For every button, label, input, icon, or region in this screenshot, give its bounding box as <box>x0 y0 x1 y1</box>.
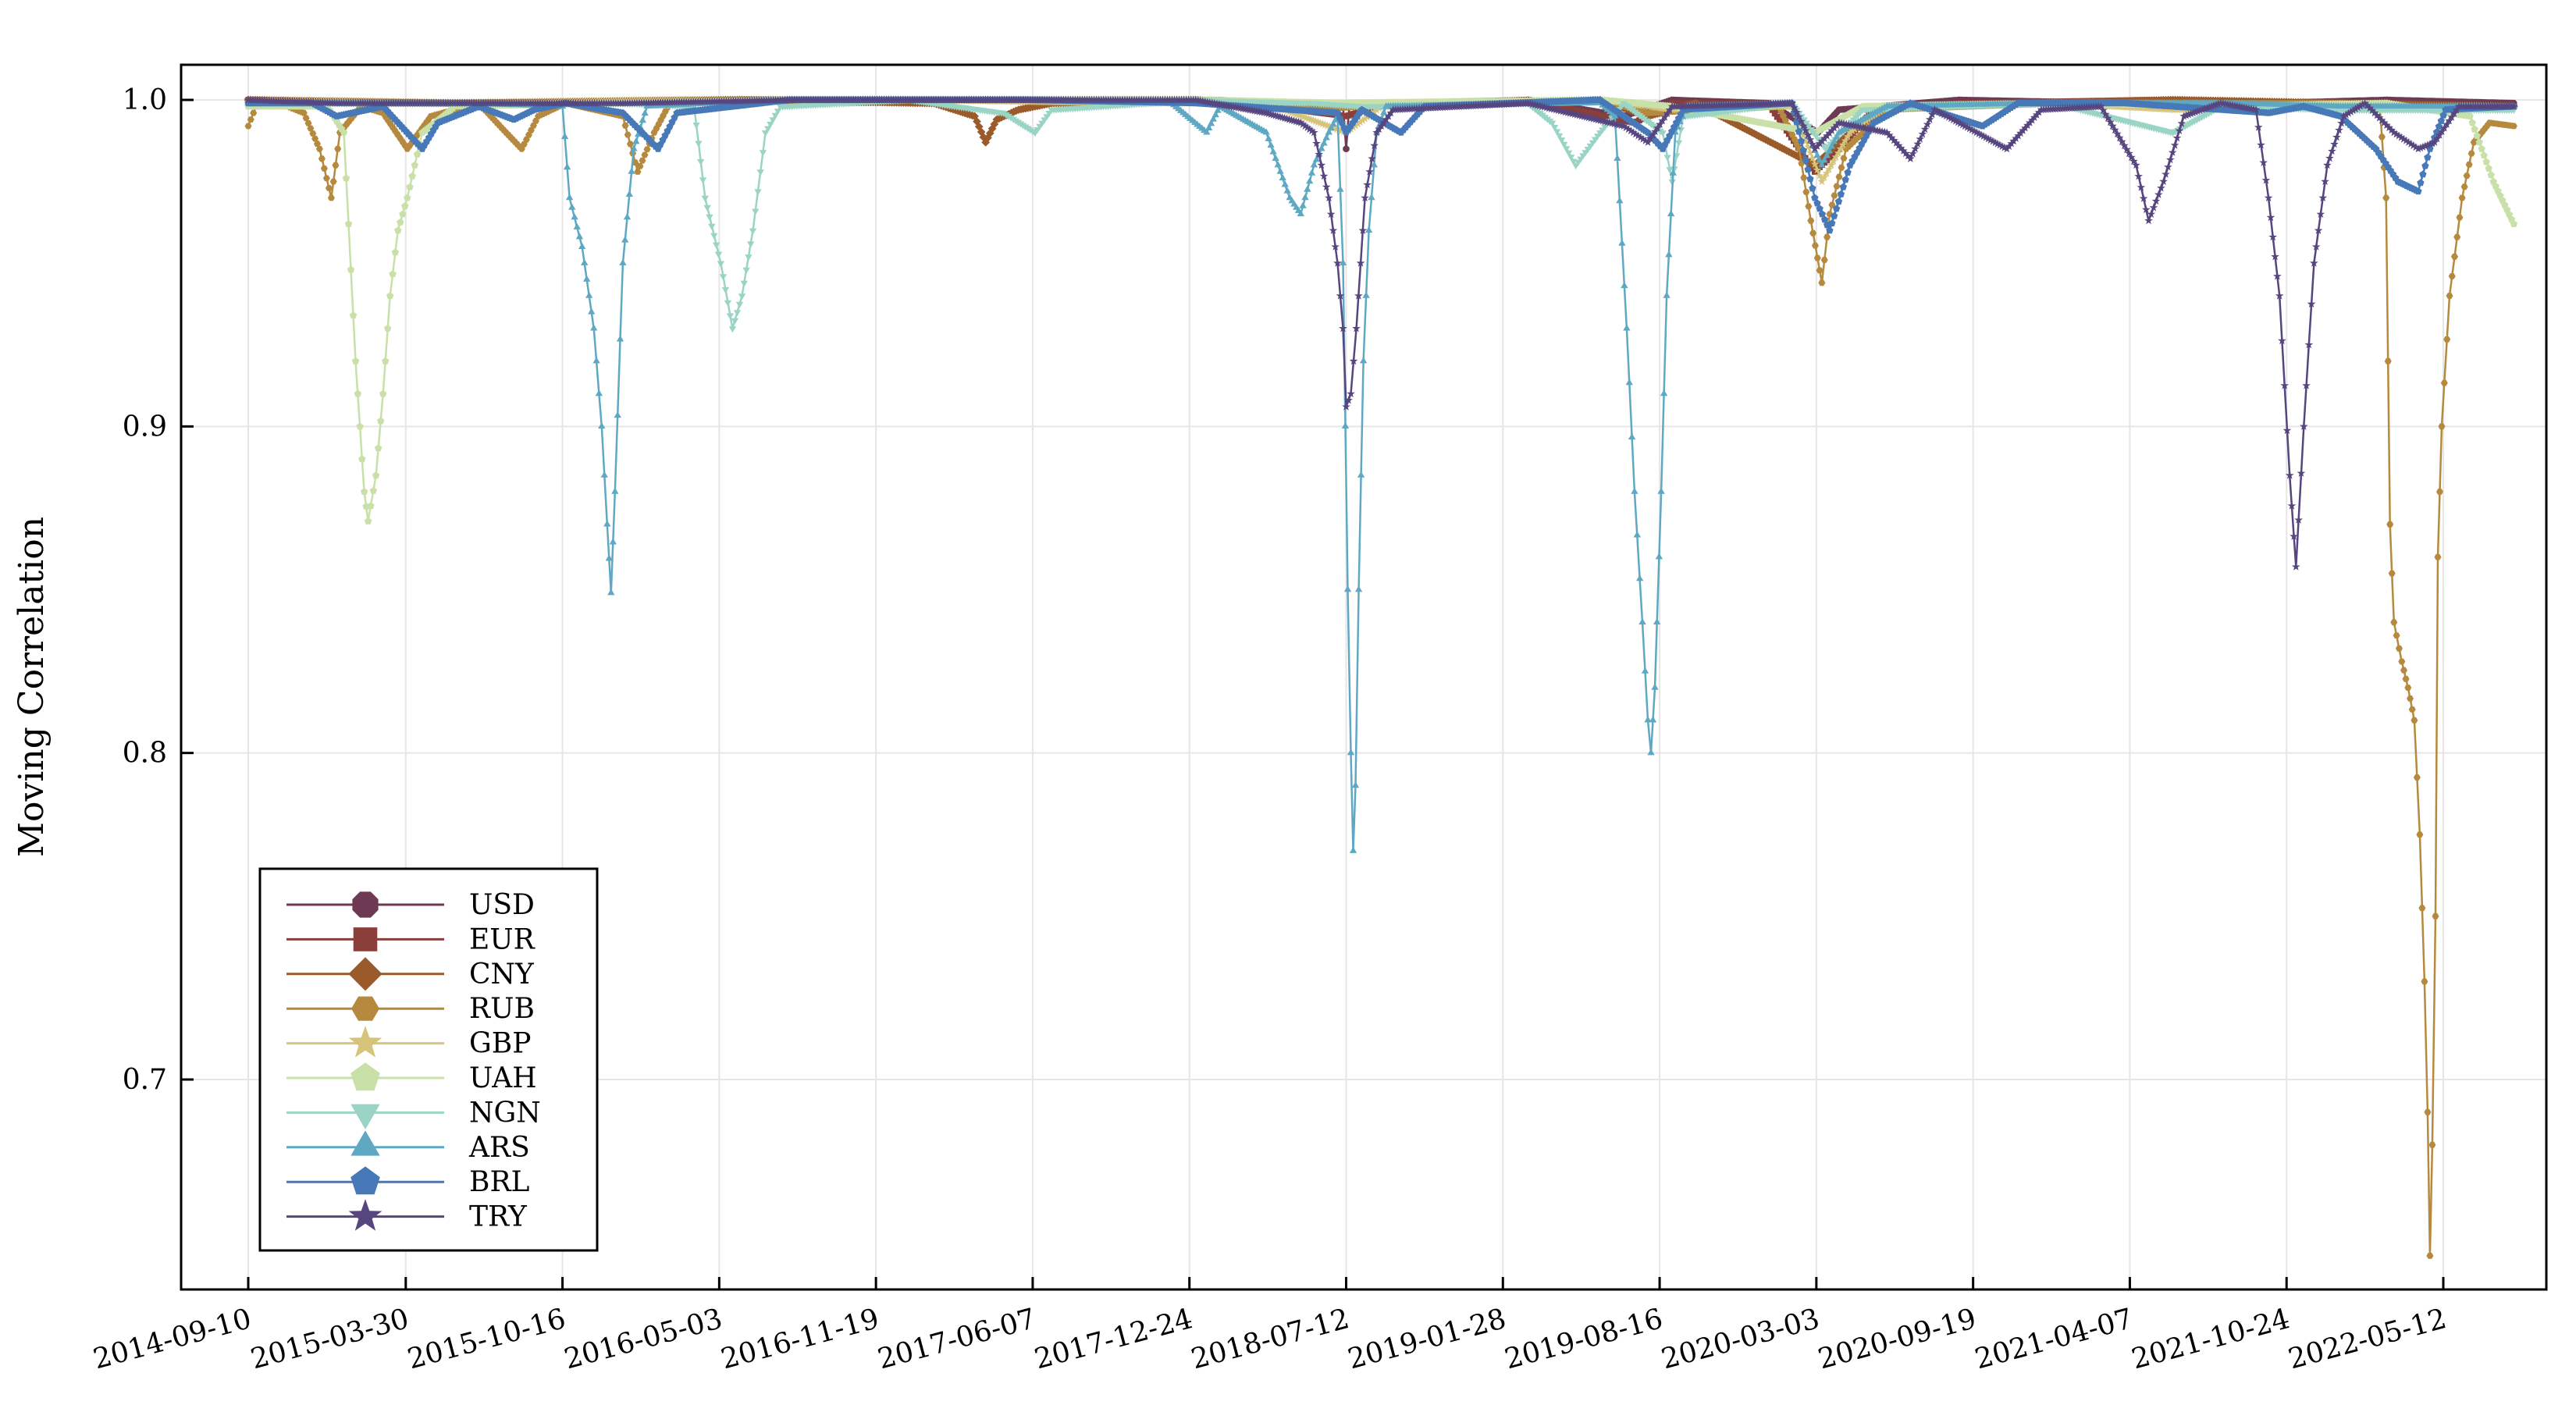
legend-item-brl: BRL <box>286 1166 530 1198</box>
series-layer <box>244 95 2518 1259</box>
legend-label: CNY <box>469 959 535 991</box>
x-tick-label: 2017-12-24 <box>1031 1303 1196 1375</box>
legend-item-cny: CNY <box>286 957 535 991</box>
x-tick-label: 2019-08-16 <box>1501 1303 1666 1375</box>
legend-marker <box>350 1104 380 1129</box>
series-markers-ars <box>244 95 2517 853</box>
legend-marker <box>350 1062 380 1090</box>
x-tick-label: 2017-06-07 <box>874 1303 1039 1375</box>
series-markers-uah <box>244 96 2518 525</box>
legend-item-eur: EUR <box>286 923 535 955</box>
y-tick-label: 0.7 <box>123 1064 167 1096</box>
x-tick-label: 2021-10-24 <box>2128 1303 2293 1375</box>
x-tick-label: 2020-03-03 <box>1658 1303 1823 1375</box>
y-tick-label: 0.8 <box>123 738 167 770</box>
series-line-try <box>247 98 2514 568</box>
legend-label: UAH <box>469 1062 537 1094</box>
series-ars <box>244 95 2517 853</box>
x-tick-label: 2016-05-03 <box>561 1303 726 1375</box>
legend-label: ARS <box>468 1132 530 1164</box>
series-markers-try <box>244 95 2518 571</box>
x-tick-label: 2016-11-19 <box>717 1303 882 1375</box>
series-line-uah <box>248 98 2515 522</box>
plot-frame <box>180 63 2548 1291</box>
legend-marker <box>353 927 378 951</box>
legend-item-ngn: NGN <box>286 1097 541 1129</box>
y-tick-label: 0.9 <box>123 411 167 443</box>
legend-label: USD <box>469 889 535 921</box>
legend-box <box>258 867 599 1252</box>
legend-item-try: TRY <box>286 1199 528 1233</box>
series-line-ars <box>248 98 2514 852</box>
x-tick-label: 2015-03-30 <box>247 1303 412 1375</box>
legend-marker <box>348 1199 382 1231</box>
series-uah <box>244 96 2518 525</box>
x-tick-label: 2015-10-16 <box>404 1303 569 1375</box>
legend-marker <box>351 996 379 1021</box>
legend-marker <box>348 957 382 991</box>
x-tick-label: 2018-07-12 <box>1188 1303 1353 1375</box>
legend-item-ars: ARS <box>286 1130 530 1164</box>
legend-item-usd: USD <box>286 889 535 921</box>
series-try <box>244 95 2518 571</box>
x-tick-label: 2022-05-12 <box>2285 1303 2450 1375</box>
x-tick-label: 2020-09-19 <box>1815 1303 1980 1375</box>
legend-label: TRY <box>469 1201 528 1233</box>
series-ngn <box>244 98 2517 333</box>
y-tick-label: 1.0 <box>123 84 167 116</box>
legend-label: GBP <box>469 1028 531 1060</box>
legend-label: NGN <box>469 1097 541 1129</box>
legend-item-uah: UAH <box>286 1062 537 1094</box>
x-tick-label: 2021-04-07 <box>1972 1303 2137 1375</box>
legend-marker <box>352 891 379 918</box>
x-tick-label: 2019-01-28 <box>1345 1303 1510 1375</box>
legend-item-rub: RUB <box>286 993 535 1025</box>
legend-marker <box>348 1026 382 1058</box>
legend-label: RUB <box>469 993 535 1025</box>
legend-marker <box>350 1166 380 1195</box>
legend-marker <box>350 1130 380 1156</box>
x-tick-label: 2014-09-10 <box>90 1303 254 1375</box>
legend-label: EUR <box>469 923 535 955</box>
legend-item-gbp: GBP <box>286 1026 531 1060</box>
legend-label: BRL <box>469 1166 530 1198</box>
series-markers-ngn <box>244 98 2517 333</box>
y-axis-label: Moving Correlation <box>12 517 52 857</box>
